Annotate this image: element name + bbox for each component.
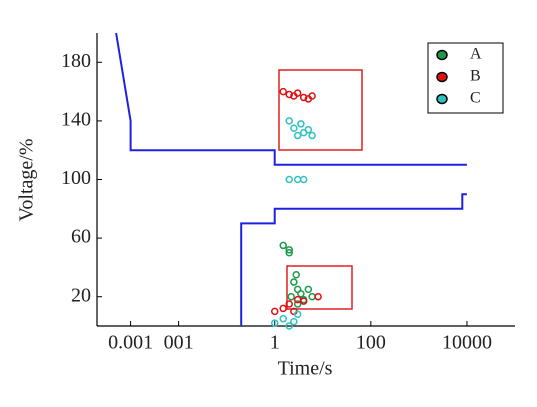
point	[299, 175, 308, 184]
point	[297, 120, 305, 128]
point	[308, 131, 316, 140]
point	[279, 241, 287, 250]
point	[314, 292, 322, 301]
point	[285, 175, 293, 184]
point	[285, 117, 293, 125]
y-tick-label: 20	[71, 284, 91, 306]
point	[308, 292, 316, 301]
y-tick-label: 140	[61, 108, 91, 130]
point	[290, 124, 298, 132]
legend: ABC	[427, 42, 504, 114]
highlight-box	[286, 265, 353, 310]
point	[308, 92, 316, 100]
point	[293, 89, 302, 97]
point	[279, 314, 287, 323]
point	[299, 93, 308, 102]
limit-curve	[115, 32, 467, 166]
y-axis-label: Voltage/%	[16, 139, 38, 222]
point	[285, 249, 293, 257]
y-tick-label: 100	[61, 167, 91, 189]
x-tick-label: 100	[356, 332, 386, 354]
point	[304, 125, 313, 134]
y-tick-label: 180	[61, 50, 91, 72]
legend-marker	[436, 93, 448, 105]
highlight-box	[278, 69, 363, 151]
legend-label: A	[470, 46, 482, 63]
x-tick-label: 10000	[442, 332, 492, 354]
point	[299, 297, 308, 305]
point	[279, 87, 287, 96]
point	[287, 292, 295, 301]
x-tick-label: 001	[164, 332, 194, 354]
point	[293, 310, 302, 319]
x-axis-label: Time/s	[278, 358, 333, 380]
point	[293, 300, 302, 308]
legend-label: B	[470, 68, 481, 85]
x-tick-label: 0.001	[108, 332, 153, 354]
point	[290, 278, 298, 286]
point	[293, 175, 302, 184]
point	[279, 304, 287, 313]
point	[297, 290, 305, 298]
point	[285, 90, 293, 99]
point	[285, 300, 293, 308]
point	[285, 246, 293, 254]
point	[270, 319, 279, 327]
point	[292, 270, 300, 279]
point	[290, 317, 298, 326]
x-tick-label: 1	[270, 332, 280, 354]
point	[304, 285, 313, 294]
legend-label: C	[470, 90, 481, 107]
point	[270, 307, 279, 316]
y-tick-label: 60	[71, 226, 91, 248]
limit-curve	[240, 193, 467, 326]
point	[285, 322, 293, 330]
legend-marker	[436, 49, 448, 61]
point	[293, 131, 302, 140]
legend-marker	[436, 71, 448, 83]
